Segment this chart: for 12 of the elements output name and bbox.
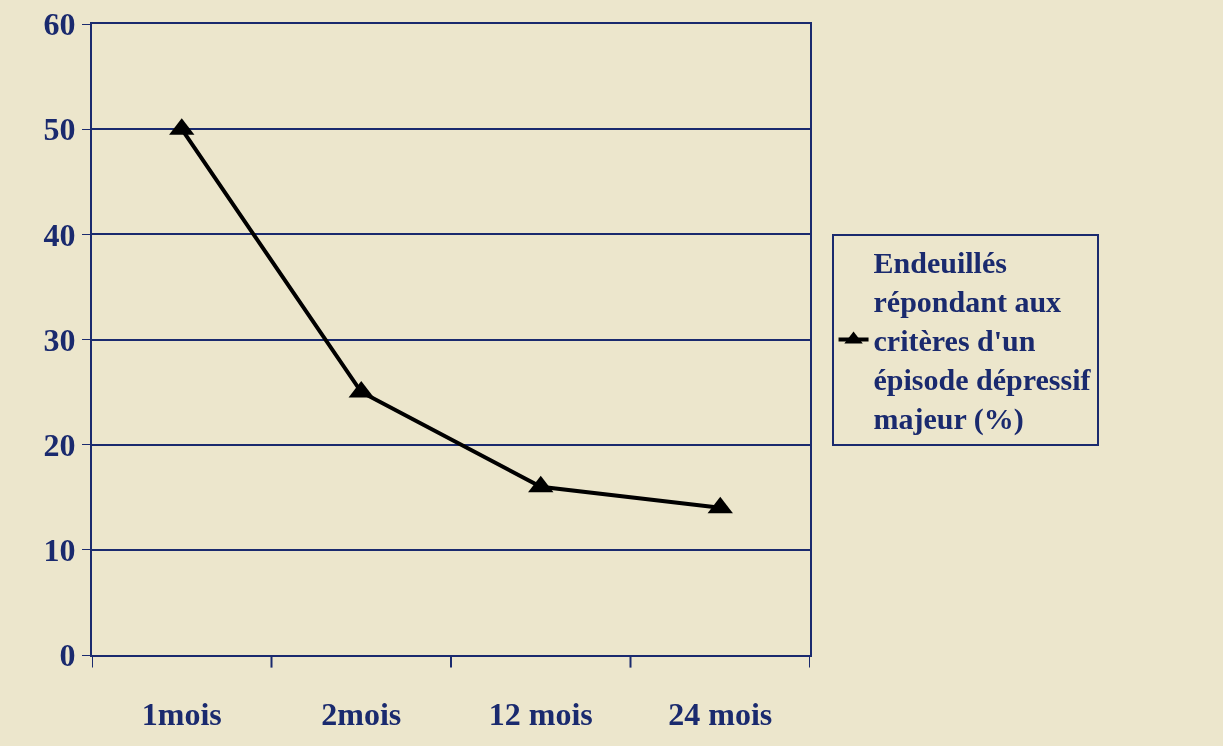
y-tick-label: 50 [43,111,76,148]
y-tick-label: 0 [59,637,76,674]
x-tick-label: 12 mois [488,696,593,733]
y-tick-label: 60 [43,6,76,43]
y-tick-label: 10 [43,532,76,569]
x-tick-label: 1mois [141,696,222,733]
x-tick-label: 24 mois [668,696,773,733]
x-tick-label: 2mois [321,696,402,733]
legend-label: Endeuillés répondant aux critères d'un épisode dépressif majeur (%) [873,246,1092,437]
y-tick-label: 20 [43,426,76,463]
y-tick-label: 30 [43,321,76,358]
y-tick-label: 40 [43,216,76,253]
